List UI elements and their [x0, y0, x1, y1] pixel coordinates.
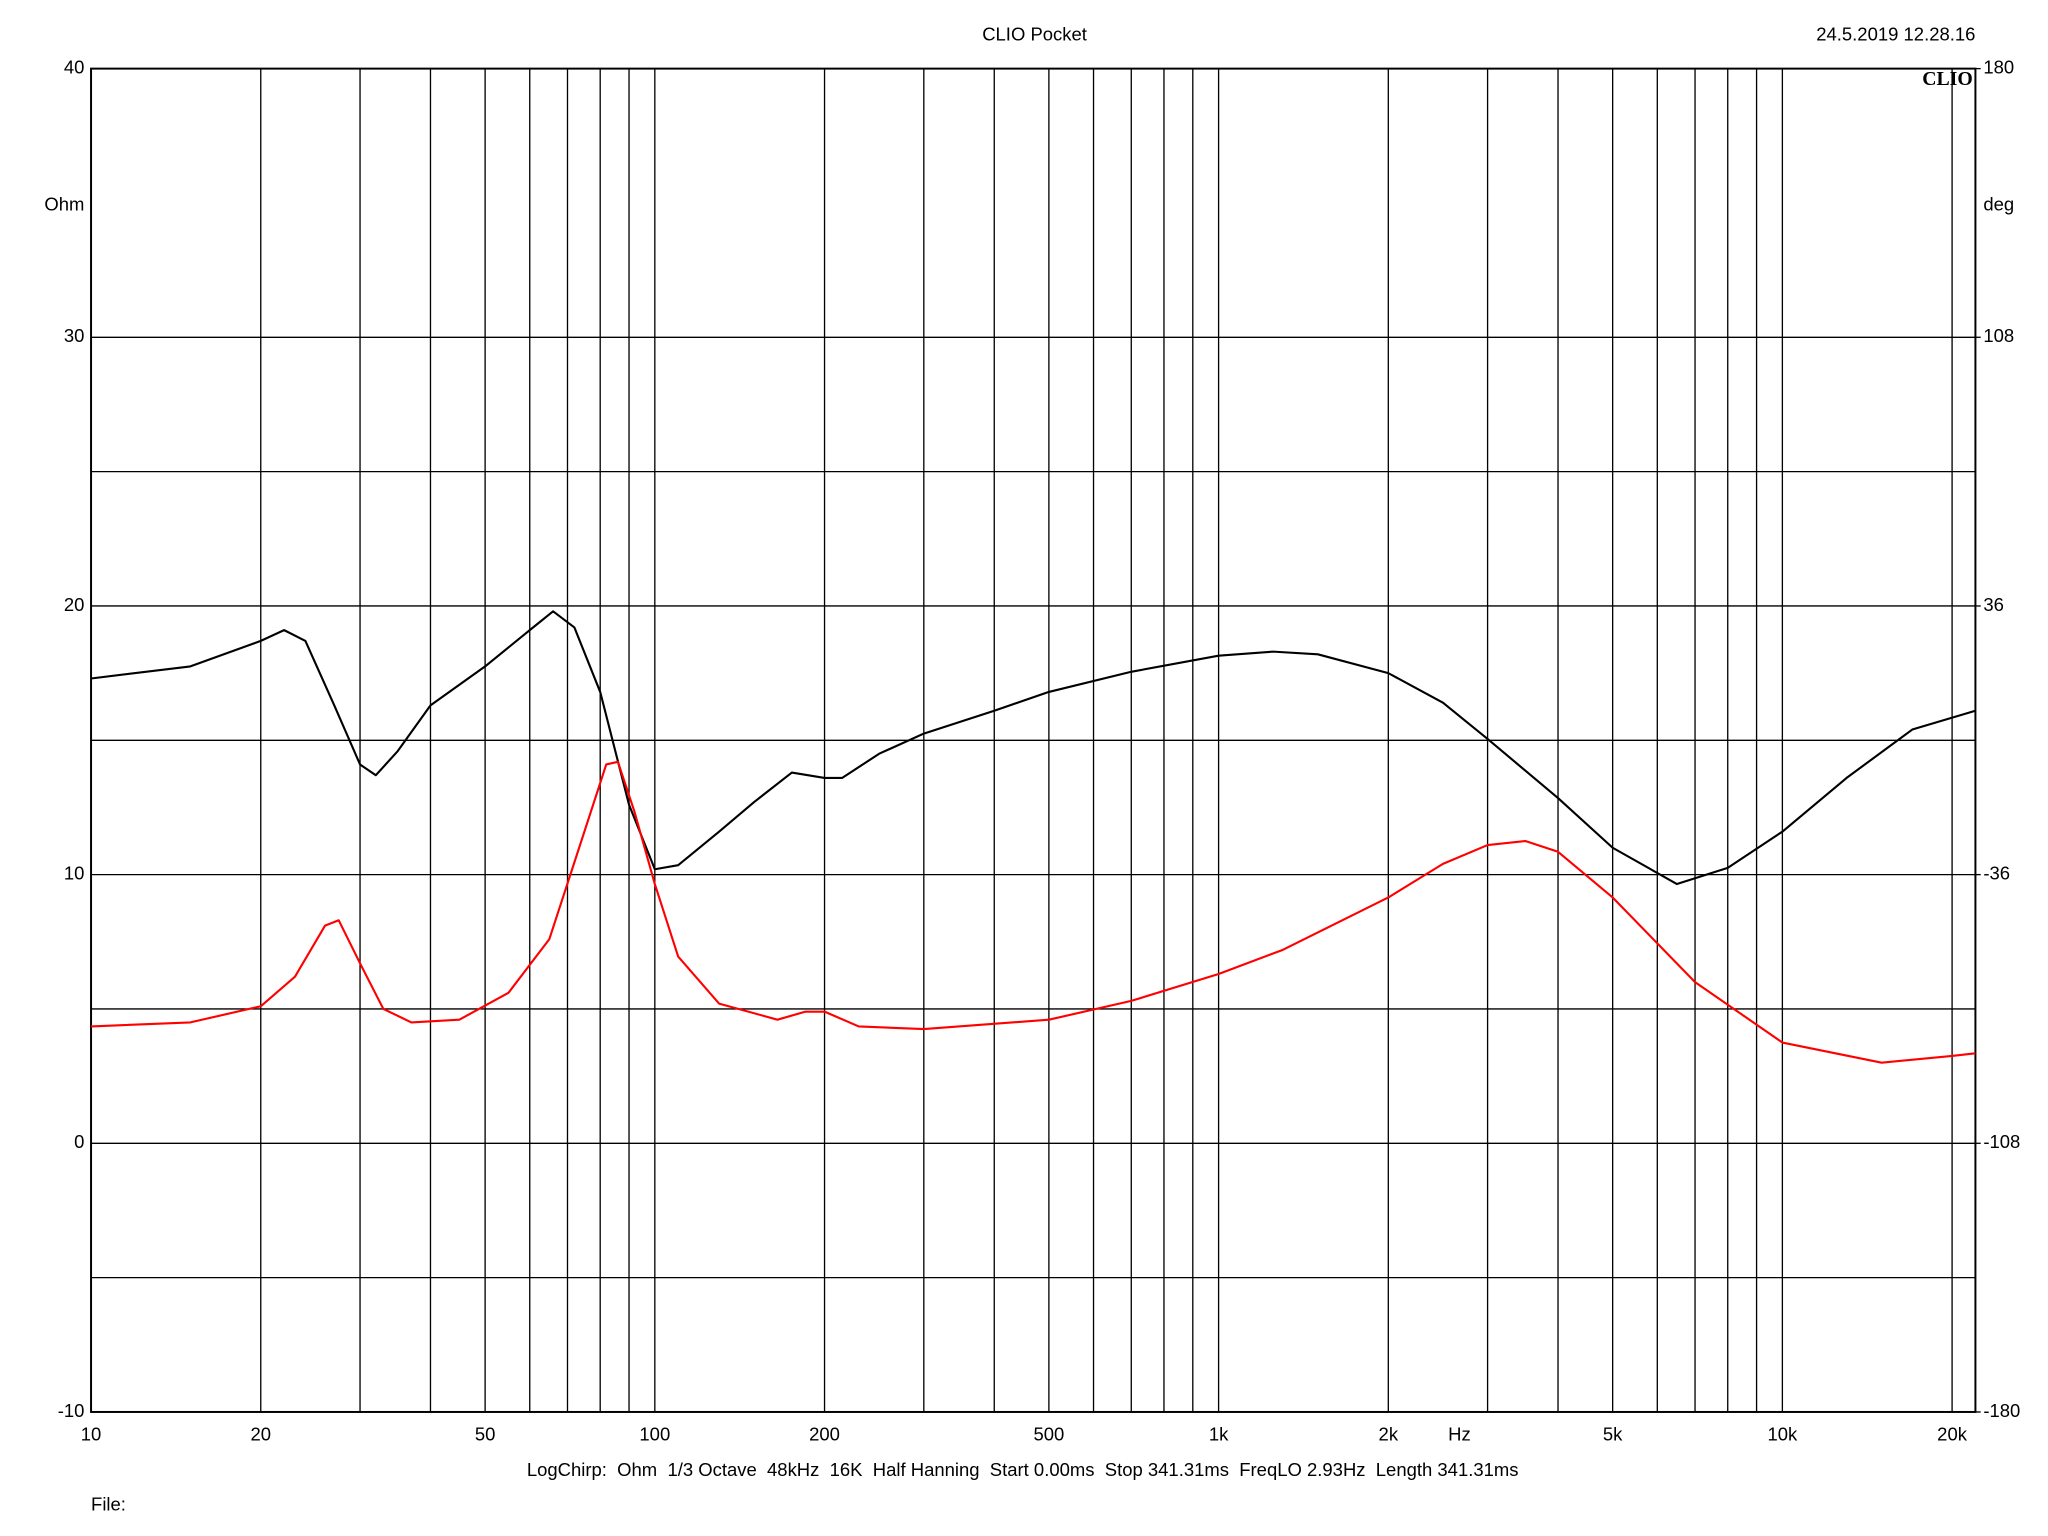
x-tick-label: 20 — [250, 1424, 271, 1445]
x-tick-label: 1k — [1209, 1424, 1229, 1445]
y2-axis-label: deg — [1983, 194, 2014, 215]
x-tick-label: 500 — [1033, 1424, 1064, 1445]
timestamp: 24.5.2019 12.28.16 — [1816, 24, 1975, 45]
footer: LogChirp: Ohm 1/3 Octave 48kHz 16K Half … — [527, 1459, 1519, 1480]
y2-tick-label: -108 — [1983, 1131, 2020, 1152]
y-tick-label: -10 — [58, 1400, 85, 1421]
x-tick-label: 50 — [475, 1424, 496, 1445]
y-tick-label: 10 — [64, 862, 85, 883]
y2-tick-label: 108 — [1983, 325, 2014, 346]
x-tick-label: 10 — [81, 1424, 102, 1445]
y-tick-label: 30 — [64, 325, 85, 346]
series-line — [90, 610, 1976, 886]
x-tick-label: 5k — [1603, 1424, 1623, 1445]
plot-frame — [90, 67, 1977, 1413]
x-tick-label: 10k — [1767, 1424, 1798, 1445]
file-label: File: — [91, 1494, 126, 1515]
y2-tick-label: 36 — [1983, 594, 2004, 615]
x-axis-label: Hz — [1448, 1424, 1471, 1445]
y-axis-label: Ohm — [44, 194, 84, 215]
logo: CLIO — [1922, 68, 1973, 90]
x-tick-label: 20k — [1937, 1424, 1968, 1445]
y-tick-label: 20 — [64, 594, 85, 615]
y2-tick-label: -36 — [1983, 862, 2010, 883]
y2-tick-label: 180 — [1983, 56, 2014, 77]
y-tick-label: 40 — [64, 56, 85, 77]
chart-title: CLIO Pocket — [982, 24, 1087, 45]
x-tick-label: 200 — [809, 1424, 840, 1445]
y2-tick-label: -180 — [1983, 1400, 2020, 1421]
x-tick-label: 100 — [639, 1424, 670, 1445]
x-tick-label: 2k — [1379, 1424, 1399, 1445]
y-tick-label: 0 — [74, 1131, 84, 1152]
series-line — [91, 760, 1976, 1064]
